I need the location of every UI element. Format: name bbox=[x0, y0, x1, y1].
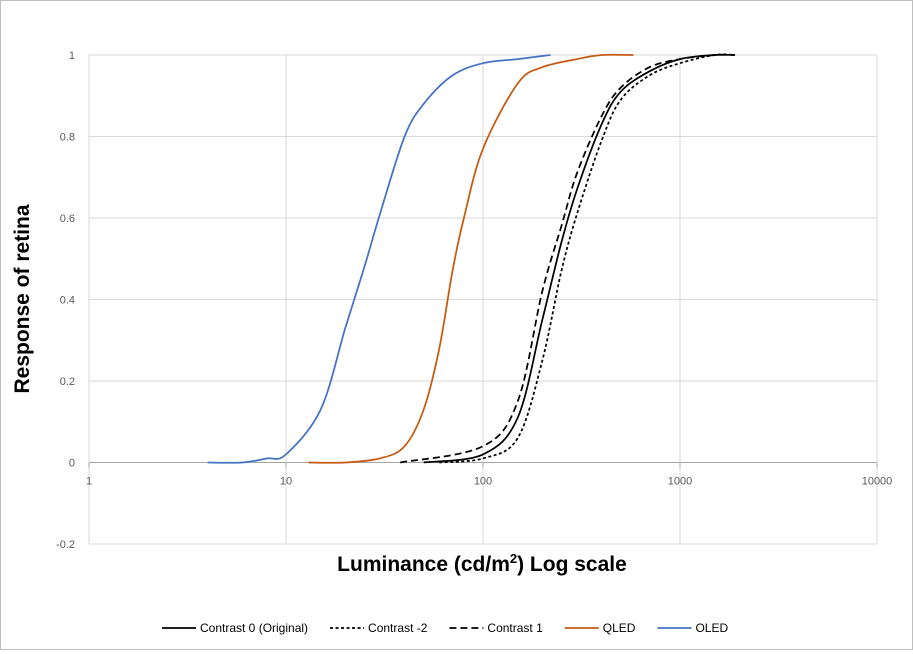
y-tick-label: -0.2 bbox=[56, 539, 75, 551]
series-lines bbox=[207, 53, 735, 464]
legend-label: Contrast 1 bbox=[487, 621, 543, 635]
legend-label: Contrast 0 (Original) bbox=[200, 621, 308, 635]
series-line-contrast-2 bbox=[439, 53, 735, 464]
legend: Contrast 0 (Original) Contrast -2 Contrast… bbox=[162, 621, 728, 635]
legend-item-oled: OLED bbox=[657, 621, 728, 635]
legend-item-qled: QLED bbox=[564, 621, 636, 635]
y-axis-ticks: -0.2 0 0.2 0.4 0.6 0.8 1 bbox=[56, 50, 75, 551]
grid-lines bbox=[88, 54, 878, 545]
y-tick-label: 0.8 bbox=[60, 132, 75, 144]
x-tick-label: 1000 bbox=[668, 476, 692, 488]
y-tick-label: 0.4 bbox=[60, 295, 75, 307]
x-axis-title-prefix: Luminance (cd/m bbox=[337, 553, 510, 576]
x-tick-label: 1 bbox=[86, 476, 92, 488]
x-tick-label: 10000 bbox=[862, 476, 893, 488]
legend-item-contrast-2: Contrast -2 bbox=[330, 621, 428, 635]
x-tick-label: 10 bbox=[280, 476, 292, 488]
y-tick-label: 1 bbox=[69, 50, 75, 62]
series-line-oled bbox=[207, 54, 551, 464]
series-line-contrast-0-original bbox=[423, 53, 735, 464]
legend-item-contrast-0-original: Contrast 0 (Original) bbox=[162, 621, 308, 635]
x-tick-label: 100 bbox=[474, 476, 492, 488]
y-axis-title: Response of retina bbox=[11, 204, 34, 393]
legend-label: OLED bbox=[695, 621, 728, 635]
y-tick-label: 0 bbox=[69, 458, 75, 470]
x-axis-title-superscript: 2 bbox=[510, 551, 517, 566]
series-line-contrast-1 bbox=[400, 53, 735, 464]
series-line-qled bbox=[308, 53, 634, 464]
legend-label: Contrast -2 bbox=[368, 621, 428, 635]
x-axis-title: Luminance (cd/m2) Log scale bbox=[337, 551, 627, 576]
x-axis-ticks: 1 10 100 1000 10000 bbox=[86, 476, 892, 488]
legend-label: QLED bbox=[603, 621, 636, 635]
x-axis-title-suffix: ) Log scale bbox=[517, 553, 627, 576]
y-tick-label: 0.6 bbox=[60, 213, 75, 225]
legend-item-contrast-1: Contrast 1 bbox=[449, 621, 543, 635]
y-tick-label: 0.2 bbox=[60, 376, 75, 388]
